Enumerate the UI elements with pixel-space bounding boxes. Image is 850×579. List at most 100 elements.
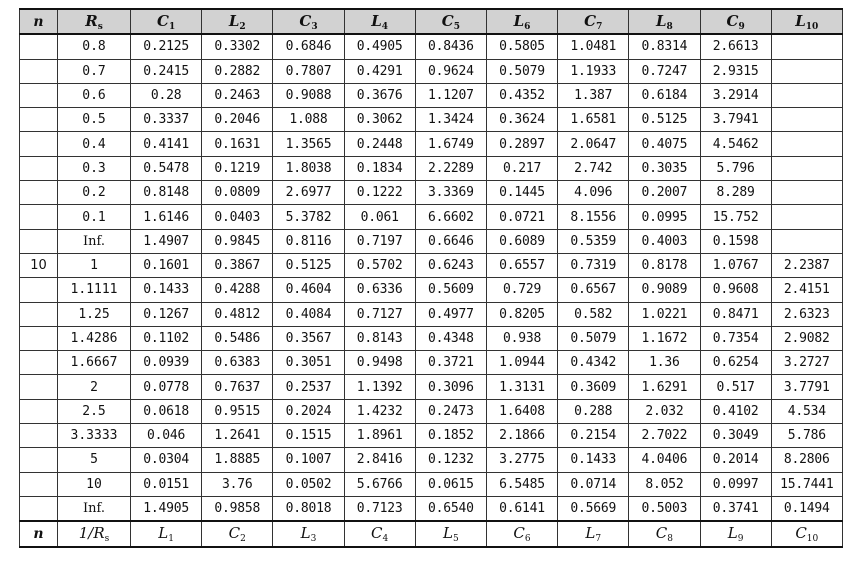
value-cell: 2.0647 bbox=[557, 131, 630, 157]
value-cell: 15.752 bbox=[699, 204, 772, 230]
value-cell bbox=[770, 155, 843, 182]
rs-cell: 1.4286 bbox=[57, 325, 131, 352]
value-cell: 0.7807 bbox=[272, 58, 345, 84]
header-col-symbol: C bbox=[299, 11, 312, 30]
footer-col-4: C4 bbox=[343, 520, 416, 548]
value-cell: 8.1556 bbox=[557, 204, 630, 230]
value-cell: 8.289 bbox=[699, 180, 772, 206]
value-cell: 1.0944 bbox=[485, 350, 559, 376]
footer-col-symbol: C bbox=[371, 523, 383, 542]
header-rs-sub: s bbox=[97, 21, 103, 32]
value-cell: 0.2882 bbox=[201, 58, 274, 84]
rs-cell: Inf. bbox=[57, 228, 131, 254]
value-cell: 0.4352 bbox=[485, 82, 559, 109]
value-cell: 0.1267 bbox=[129, 301, 203, 327]
rs-cell: 0.1 bbox=[57, 204, 131, 230]
filter-coefficient-table: n Rs C1 L2 C3 L4 C5 L6 C7 L8 C9 L10 0.8 0.2125 0.33… bbox=[19, 8, 843, 548]
value-cell: 0.6557 bbox=[485, 252, 559, 279]
value-cell: 0.582 bbox=[557, 301, 630, 327]
header-col-2: L2 bbox=[201, 8, 274, 35]
value-cell: 1.0221 bbox=[628, 301, 701, 327]
value-cell: 0.1852 bbox=[414, 423, 487, 449]
table-row: 5 0.0304 1.8885 0.1007 2.8416 0.1232 3.2775 0.1… bbox=[19, 447, 843, 473]
footer-col-3: L3 bbox=[272, 520, 345, 548]
value-cell: 0.1631 bbox=[201, 131, 274, 157]
table-row: 1.4286 0.1102 0.5486 0.3567 0.8143 0.4348 0.93… bbox=[19, 325, 843, 352]
value-cell: 0.8116 bbox=[272, 228, 345, 254]
order-cell bbox=[19, 155, 58, 182]
value-cell: 1.387 bbox=[557, 82, 630, 109]
footer-col-index: 3 bbox=[310, 533, 317, 544]
table-row: 10 1 0.1601 0.3867 0.5125 0.5702 0.6243 0.6557 0… bbox=[19, 252, 843, 279]
footer-col-5: L5 bbox=[414, 520, 487, 548]
header-n: n bbox=[19, 8, 58, 35]
table-footer: n 1/Rs L1 C2 L3 C4 L5 C6 L7 C8 L9 C10 bbox=[19, 520, 843, 548]
value-cell: 0.8314 bbox=[628, 33, 701, 60]
footer-col-9: L9 bbox=[699, 520, 772, 548]
table-row: 2 0.0778 0.7637 0.2537 1.1392 0.3096 1.3131 0.3… bbox=[19, 374, 843, 400]
value-cell: 0.1007 bbox=[272, 447, 345, 473]
header-row: n Rs C1 L2 C3 L4 C5 L6 C7 L8 C9 L10 bbox=[19, 8, 843, 35]
value-cell: 6.5485 bbox=[485, 471, 559, 497]
value-cell: 0.6646 bbox=[414, 228, 487, 254]
value-cell: 1.088 bbox=[272, 107, 345, 133]
value-cell: 1.3424 bbox=[414, 107, 487, 133]
value-cell bbox=[770, 82, 843, 109]
value-cell bbox=[770, 228, 843, 254]
value-cell: 5.6766 bbox=[343, 471, 416, 497]
header-col-symbol: L bbox=[656, 11, 667, 30]
footer-col-index: 1 bbox=[168, 533, 174, 544]
value-cell: 0.5125 bbox=[272, 252, 345, 279]
order-cell bbox=[19, 204, 58, 230]
value-cell: 0.1834 bbox=[343, 155, 416, 182]
order-cell bbox=[19, 495, 58, 522]
footer-col-symbol: L bbox=[300, 523, 311, 542]
value-cell: 0.6336 bbox=[343, 277, 416, 303]
value-cell: 0.9624 bbox=[414, 58, 487, 84]
value-cell: 0.8436 bbox=[414, 33, 487, 60]
footer-rs-sub: s bbox=[104, 533, 110, 544]
rs-cell: 0.4 bbox=[57, 131, 131, 157]
value-cell: 0.4348 bbox=[414, 325, 487, 352]
value-cell: 0.2046 bbox=[201, 107, 274, 133]
order-cell: 10 bbox=[19, 252, 58, 279]
value-cell: 0.1515 bbox=[272, 423, 345, 449]
footer-col-symbol: C bbox=[655, 523, 668, 542]
value-cell: 0.7319 bbox=[557, 252, 630, 279]
footer-col-symbol: L bbox=[158, 523, 169, 542]
header-col-index: 5 bbox=[453, 21, 460, 32]
value-cell: 0.3096 bbox=[414, 374, 487, 400]
value-cell: 0.0778 bbox=[129, 374, 203, 400]
value-cell: 0.5609 bbox=[414, 277, 487, 303]
footer-col-symbol: C bbox=[228, 523, 241, 542]
rs-cell: 2 bbox=[57, 374, 131, 400]
value-cell: 0.9845 bbox=[201, 228, 274, 254]
value-cell: 0.1433 bbox=[557, 447, 630, 473]
table-row: 3.3333 0.046 1.2641 0.1515 1.8961 0.1852 2.186… bbox=[19, 423, 843, 449]
value-cell: 2.6613 bbox=[699, 33, 772, 60]
rs-cell: 10 bbox=[57, 471, 131, 497]
value-cell: 2.742 bbox=[557, 155, 630, 182]
header-col-symbol: L bbox=[371, 11, 382, 30]
order-cell bbox=[19, 180, 58, 206]
value-cell: 4.096 bbox=[557, 180, 630, 206]
table-row: Inf. 1.4907 0.9845 0.8116 0.7197 0.6646 0.6089… bbox=[19, 228, 843, 254]
value-cell: 0.3302 bbox=[201, 33, 274, 60]
value-cell: 3.2727 bbox=[770, 350, 843, 376]
value-cell: 2.9315 bbox=[699, 58, 772, 84]
header-col-symbol: C bbox=[726, 11, 739, 30]
value-cell: 0.8471 bbox=[699, 301, 772, 327]
order-cell bbox=[19, 131, 58, 157]
footer-col-symbol: L bbox=[585, 523, 596, 542]
table-row: 10 0.0151 3.76 0.0502 5.6766 0.0615 6.5485 0.07… bbox=[19, 471, 843, 497]
header-col-index: 1 bbox=[168, 21, 176, 32]
table-row: 1.25 0.1267 0.4812 0.4084 0.7127 0.4977 0.8205… bbox=[19, 301, 843, 327]
value-cell: 0.3567 bbox=[272, 325, 345, 352]
rs-cell: 0.5 bbox=[57, 107, 131, 133]
order-cell bbox=[19, 33, 58, 60]
value-cell: 0.0618 bbox=[129, 398, 203, 425]
value-cell: 1.36 bbox=[628, 350, 701, 376]
value-cell: 0.3676 bbox=[343, 82, 416, 109]
footer-n: n bbox=[19, 520, 58, 548]
table-header: n Rs C1 L2 C3 L4 C5 L6 C7 L8 C9 L10 bbox=[19, 8, 843, 35]
